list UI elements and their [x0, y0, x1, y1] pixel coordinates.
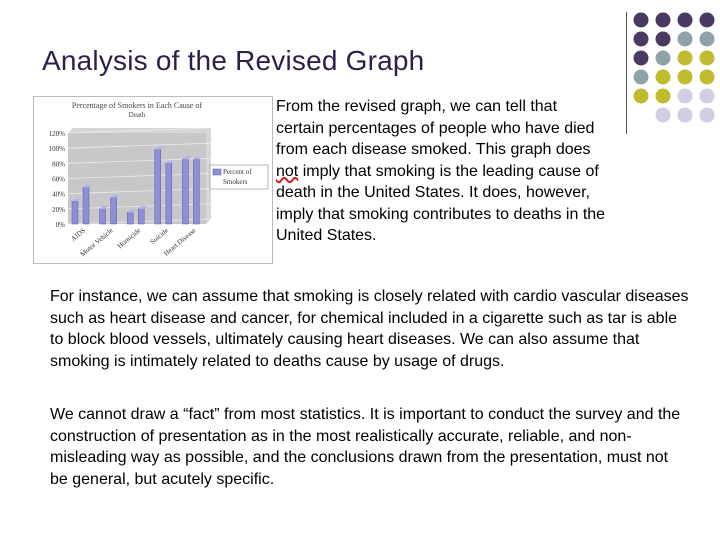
bar-top — [193, 156, 203, 160]
bar — [110, 197, 117, 225]
decor-dot — [655, 31, 671, 47]
decor-dot — [677, 107, 693, 123]
bar — [82, 187, 90, 225]
legend-label-line2: Smokers — [223, 178, 248, 186]
decor-dot — [677, 50, 693, 66]
bar — [165, 163, 173, 225]
bar — [99, 208, 106, 225]
bar-top — [72, 198, 81, 202]
y-tick-label: 60% — [52, 176, 65, 184]
y-tick-label: 100% — [49, 145, 66, 153]
x-tick-label: Suicide — [149, 226, 170, 246]
decor-dot — [677, 88, 693, 104]
legend-label: Percent of — [223, 168, 252, 176]
y-tick-label: 0% — [56, 221, 66, 229]
page-title: Analysis of the Revised Graph — [42, 44, 425, 76]
decor-dot — [655, 69, 671, 85]
decor-dot — [699, 69, 715, 85]
y-tick-label: 80% — [52, 160, 65, 168]
y-tick-label: 20% — [52, 206, 65, 214]
bar — [137, 208, 145, 225]
decorative-dot-grid — [633, 12, 715, 123]
decor-dot — [699, 107, 715, 123]
bar-top — [83, 184, 92, 188]
bar — [126, 212, 134, 225]
decor-dot — [633, 31, 649, 47]
decor-dot — [699, 31, 715, 47]
decor-dot — [633, 12, 649, 28]
gridline — [67, 142, 212, 149]
chart-title: Percentage of Smokers in Each Cause of — [72, 101, 203, 110]
x-tick-label: Homicide — [116, 226, 142, 250]
decorative-divider — [626, 12, 627, 134]
decor-dot — [677, 69, 693, 85]
bar-top — [182, 156, 192, 160]
legend-swatch — [212, 168, 222, 176]
bar — [193, 159, 200, 225]
paragraph-instance: For instance, we can assume that smoking… — [50, 288, 689, 370]
decor-dot — [633, 88, 649, 104]
decor-dot — [655, 50, 671, 66]
decor-dot — [633, 50, 649, 66]
x-tick-label: AIDS — [69, 226, 87, 243]
y-tick-label: 40% — [52, 191, 65, 199]
bar-top — [127, 209, 137, 213]
decor-dot — [699, 50, 715, 66]
analysis-text: From the revised graph, we can tell that… — [276, 96, 606, 247]
analysis-text-before: From the revised graph, we can tell that… — [276, 98, 595, 158]
chart-image: Percentage of Smokers in Each Cause of De… — [33, 96, 273, 264]
decor-dot — [699, 12, 715, 28]
paragraph-conclusion: We cannot draw a “fact” from most statis… — [50, 406, 681, 488]
bar-top — [165, 160, 175, 164]
bar-top — [110, 194, 120, 198]
decor-dot — [655, 12, 671, 28]
decor-dot — [633, 69, 649, 85]
bar-top — [138, 205, 148, 209]
decor-dot — [655, 107, 671, 123]
decor-dot — [655, 88, 671, 104]
bar — [71, 201, 79, 225]
analysis-text-emphasis: not — [276, 162, 299, 180]
bar-top — [154, 146, 164, 150]
bar-top — [99, 205, 109, 209]
gridline — [67, 127, 212, 134]
bar — [182, 159, 189, 225]
bar-chart: Percentage of Smokers in Each Cause ofDe… — [49, 101, 269, 258]
y-tick-label: 120% — [49, 130, 66, 138]
analysis-text-after: imply that smoking is the leading cause … — [276, 162, 606, 245]
decor-dot — [677, 12, 693, 28]
decor-dot — [677, 31, 693, 47]
chart-title-line2: Death — [129, 111, 146, 119]
bar — [154, 149, 162, 225]
decor-dot — [699, 88, 715, 104]
